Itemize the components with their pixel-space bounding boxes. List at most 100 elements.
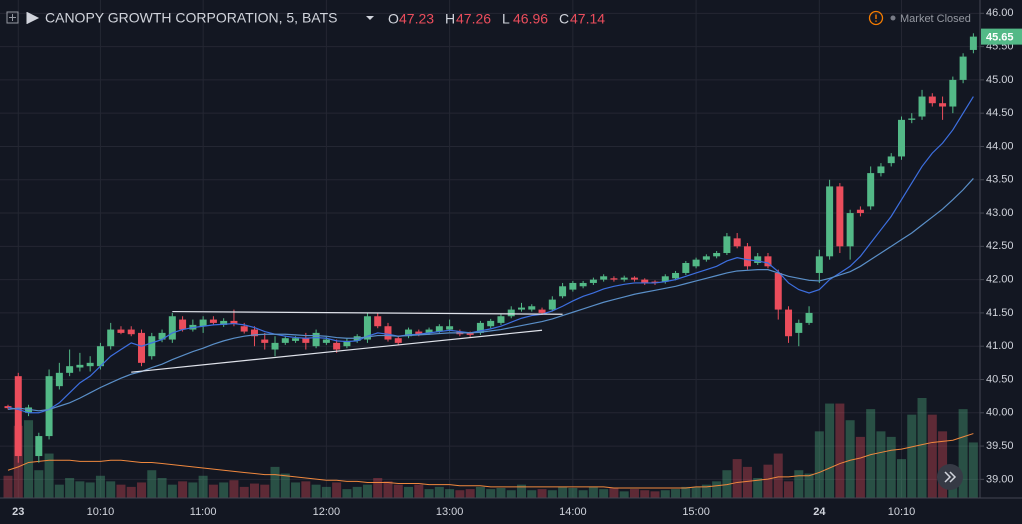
candle-body [548, 299, 556, 310]
candle-body [199, 319, 207, 327]
volume-bar [393, 484, 403, 498]
candle-body [384, 326, 392, 340]
candle-body [928, 96, 936, 104]
volume-bar [301, 481, 311, 498]
volume-bar [342, 489, 352, 498]
candle-body [333, 342, 341, 350]
candle-body [918, 96, 926, 117]
dropdown-caret[interactable] [366, 16, 374, 20]
y-tick-label: 41.00 [986, 340, 1014, 352]
volume-bar [671, 489, 681, 498]
symbol-title[interactable]: CANOPY GROWTH CORPORATION, 5, BATS [45, 10, 337, 26]
volume-bar [424, 489, 434, 498]
volume-bar [445, 489, 455, 498]
x-tick-label: 10:10 [888, 506, 916, 518]
candle-body [117, 329, 125, 333]
candle-body [908, 118, 916, 120]
volume-bar [414, 484, 424, 498]
volume-bar [599, 489, 609, 498]
candle-body [959, 56, 967, 80]
candle-body [240, 326, 248, 332]
y-tick-label: 39.00 [986, 473, 1014, 485]
candle-body [415, 331, 423, 335]
candle-body [589, 279, 597, 283]
candle-body [45, 376, 53, 437]
volume-bar [65, 478, 75, 498]
scroll-button[interactable] [937, 464, 963, 490]
candle-body [682, 262, 690, 273]
x-tick-label: 14:00 [559, 506, 587, 518]
candle-body [487, 320, 495, 327]
candle-body [713, 252, 721, 257]
volume-bar [938, 431, 948, 498]
volume-bar [886, 436, 896, 498]
volume-bar [825, 403, 835, 498]
candle-body [312, 332, 320, 347]
volume-bar [291, 482, 301, 498]
candle-body [25, 407, 33, 413]
volume-bar [784, 481, 794, 498]
volume-bar [568, 488, 578, 498]
candle-body [826, 186, 834, 257]
candle-body [281, 338, 289, 343]
volume-bar [75, 481, 85, 498]
last-price-box [981, 28, 1022, 45]
y-tick-label: 45.00 [986, 74, 1014, 86]
candle-body [76, 364, 84, 368]
candle-body [897, 119, 905, 157]
candle-body [322, 339, 330, 343]
volume-bar [927, 414, 937, 498]
candle-body [35, 436, 43, 457]
volume-bar [311, 484, 321, 498]
candle-body [877, 166, 885, 174]
candle-body [692, 259, 700, 267]
x-tick-label: 11:00 [190, 506, 217, 518]
volume-bar [362, 484, 372, 498]
volume-bar [753, 478, 763, 498]
volume-bar [773, 453, 783, 498]
volume-bar [85, 482, 95, 498]
moving-average [7, 178, 974, 412]
candle-body [374, 316, 382, 327]
candle-body [620, 277, 628, 280]
volume-bar [547, 490, 557, 498]
trend-line [172, 310, 563, 315]
volume-bar [208, 484, 218, 498]
volume-bar [712, 481, 722, 498]
candle-body [425, 329, 433, 333]
candle-body [107, 329, 115, 347]
candle-body [302, 338, 310, 343]
candle-body [148, 336, 156, 357]
volume-bar [147, 470, 157, 498]
volume-bar [280, 473, 290, 498]
volume-bar [24, 420, 34, 498]
candle-body [4, 406, 12, 409]
y-tick-label: 39.50 [986, 440, 1014, 452]
candle-body [518, 307, 525, 310]
candle-body [805, 312, 813, 323]
candle-body [179, 319, 187, 330]
volume-bar [34, 470, 44, 498]
price-pane [4, 33, 977, 463]
volume-bar [650, 491, 660, 498]
volume-bar [434, 486, 444, 498]
warning-icon[interactable] [868, 10, 884, 26]
volume-average [7, 433, 974, 489]
volume-bar [157, 478, 167, 498]
volume-bar [588, 486, 598, 498]
volume-bar [958, 409, 968, 498]
candle-body [743, 246, 751, 267]
candle-body [579, 282, 587, 287]
candle-body [292, 338, 300, 341]
candle-body [569, 282, 577, 290]
volume-bar [794, 470, 804, 498]
x-tick-label: 15:00 [682, 506, 710, 518]
candle-body [343, 340, 351, 347]
y-tick-label: 42.00 [986, 274, 1014, 286]
trend-line [131, 329, 543, 373]
expand-icon[interactable] [6, 11, 19, 24]
candle-body [250, 329, 258, 337]
ohlc-value: 47.14 [570, 11, 605, 27]
volume-bar [517, 484, 526, 498]
volume-bar [578, 490, 588, 498]
